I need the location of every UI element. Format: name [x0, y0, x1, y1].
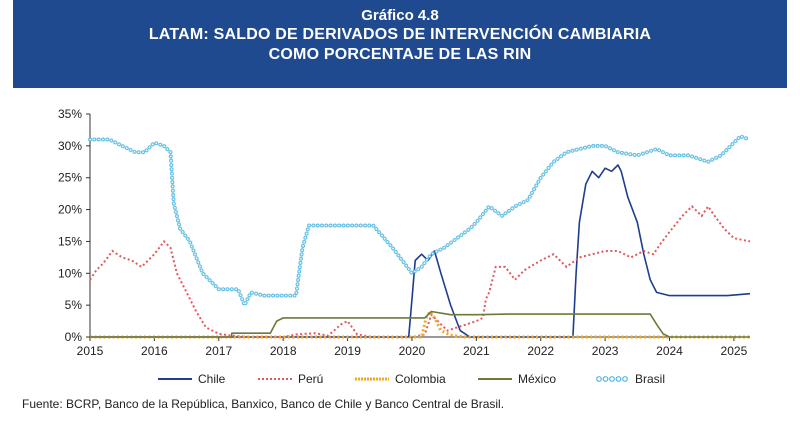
x-tick-label: 2017 [205, 344, 232, 358]
y-tick-label: 0% [65, 330, 83, 344]
series-line-peru [89, 204, 751, 338]
y-tick-label: 25% [58, 171, 82, 185]
series-line-brasil-inner [89, 135, 751, 308]
x-tick-label: 2025 [721, 344, 748, 358]
x-tick-label: 2023 [592, 344, 619, 358]
y-tick-label: 10% [58, 266, 82, 280]
x-tick-label: 2016 [141, 344, 168, 358]
chart-title-line2: COMO PORCENTAJE DE LAS RIN [268, 46, 532, 63]
x-tick-label: 2018 [270, 344, 297, 358]
y-tick-label: 20% [58, 203, 82, 217]
legend-label-peru: Perú [298, 372, 324, 386]
y-tick-label: 35% [58, 107, 82, 121]
legend-swatch-peru [258, 378, 292, 380]
chart-header: Gráfico 4.8 LATAM: SALDO DE DERIVADOS DE… [13, 0, 787, 88]
y-tick-label: 5% [65, 298, 83, 312]
legend-swatch-brasil [596, 376, 628, 382]
legend-label-brasil: Brasil [635, 372, 666, 386]
series-line-colombia [90, 308, 750, 339]
legend-swatch-mexico [478, 378, 512, 380]
source-note: Fuente: BCRP, Banco de la República, Ban… [22, 397, 505, 411]
legend-swatch-chile [158, 378, 192, 380]
y-tick-label: 30% [58, 139, 82, 153]
x-tick-label: 2021 [463, 344, 490, 358]
y-tick-label: 15% [58, 234, 82, 248]
chart-title-line1: LATAM: SALDO DE DERIVADOS DE INTERVENCIÓ… [148, 26, 652, 43]
x-tick-label: 2019 [334, 344, 361, 358]
legend-label-chile: Chile [198, 372, 226, 386]
series-line-chile [90, 164, 751, 338]
x-tick-label: 2022 [527, 344, 554, 358]
legend-label-colombia: Colombia [395, 372, 446, 386]
legend: Chile Perú Colombia México Brasil [0, 369, 800, 389]
x-tick-label: 2024 [656, 344, 683, 358]
x-tick-label: 2020 [399, 344, 426, 358]
legend-swatch-colombia [355, 377, 389, 381]
chart-number: Gráfico 4.8 [361, 7, 439, 24]
series-line-mexico [90, 310, 750, 338]
legend-label-mexico: México [518, 372, 557, 386]
x-tick-label: 2015 [77, 344, 104, 358]
